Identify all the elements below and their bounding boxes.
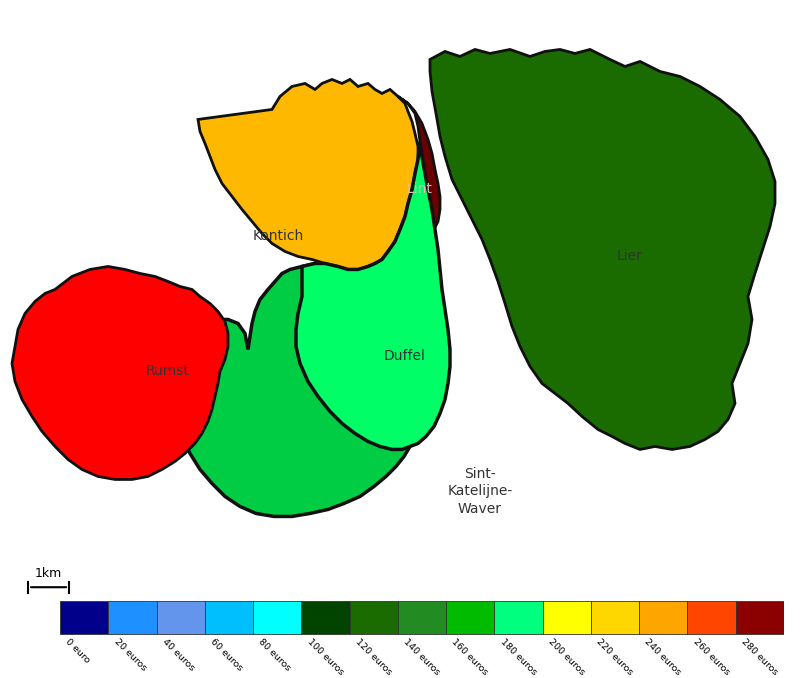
Bar	[108, 601, 157, 635]
Bar	[253, 601, 302, 635]
Bar	[205, 601, 253, 635]
Text: 220 euros: 220 euros	[594, 637, 634, 677]
Bar	[736, 601, 784, 635]
Text: Lier: Lier	[617, 250, 643, 264]
Text: Sint-
Katelijne-
Waver: Sint- Katelijne- Waver	[447, 467, 513, 516]
Bar	[446, 601, 494, 635]
Text: 20 euros: 20 euros	[112, 637, 148, 673]
Text: 120 euros: 120 euros	[354, 637, 394, 677]
Bar	[494, 601, 542, 635]
Bar	[60, 601, 108, 635]
Text: 1km: 1km	[35, 567, 62, 580]
Text: Rumst: Rumst	[146, 365, 190, 378]
Bar	[302, 601, 350, 635]
Bar	[157, 601, 205, 635]
Text: 280 euros: 280 euros	[739, 637, 779, 677]
Bar	[591, 601, 639, 635]
Text: Lint: Lint	[407, 182, 433, 197]
Bar	[398, 601, 446, 635]
Bar	[639, 601, 687, 635]
Text: 40 euros: 40 euros	[160, 637, 196, 673]
Text: 240 euros: 240 euros	[643, 637, 683, 677]
Bar	[350, 601, 398, 635]
Polygon shape	[12, 266, 228, 479]
Polygon shape	[430, 49, 775, 450]
Text: 0 euro: 0 euro	[64, 637, 92, 665]
Text: Duffel: Duffel	[384, 349, 426, 363]
Text: 100 euros: 100 euros	[305, 637, 345, 677]
Polygon shape	[176, 252, 420, 517]
Text: 260 euros: 260 euros	[691, 637, 731, 677]
Text: 80 euros: 80 euros	[257, 637, 293, 673]
Text: Kontich: Kontich	[252, 229, 304, 243]
Text: 160 euros: 160 euros	[450, 637, 490, 677]
Polygon shape	[198, 79, 418, 269]
Text: 180 euros: 180 euros	[498, 637, 538, 677]
Text: 60 euros: 60 euros	[209, 637, 244, 673]
Text: 140 euros: 140 euros	[402, 637, 442, 677]
Bar	[542, 601, 591, 635]
Polygon shape	[382, 96, 440, 260]
Bar	[687, 601, 736, 635]
Text: 200 euros: 200 euros	[546, 637, 586, 677]
Polygon shape	[296, 142, 450, 450]
